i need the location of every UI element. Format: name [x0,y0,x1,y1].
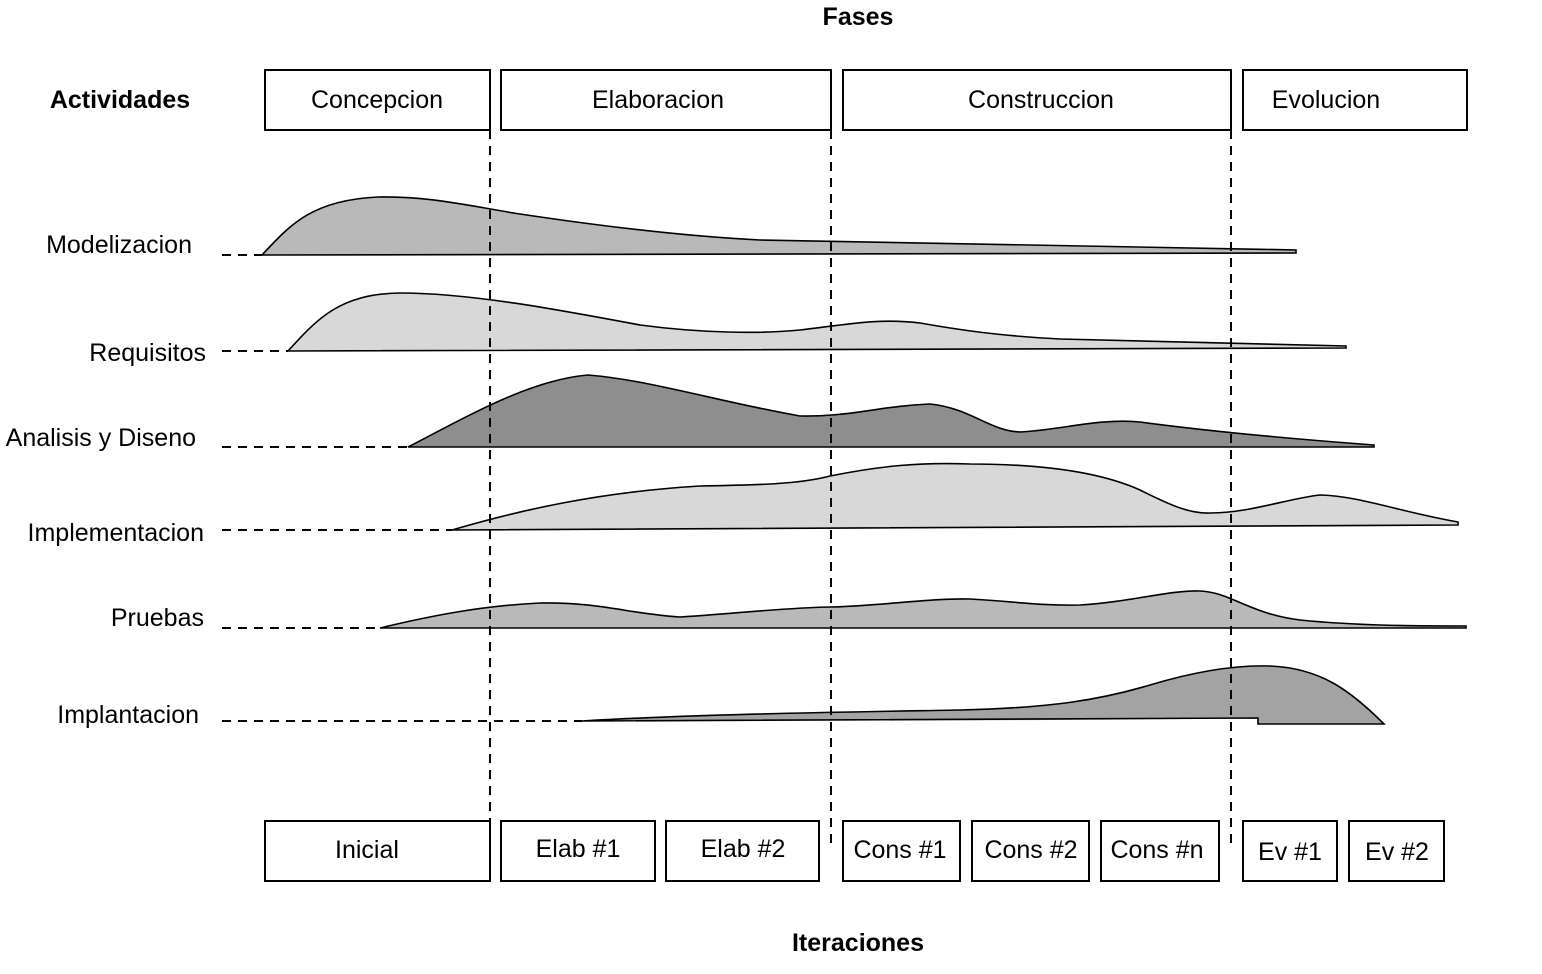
phase-box-concepcion: Concepcion [264,69,491,131]
phase-label: Construccion [968,86,1114,114]
iteration-box-ev-2: Ev #2 [1348,820,1445,882]
phase-label: Evolucion [1272,86,1380,114]
iteration-box-cons-n: Cons #n [1100,820,1220,882]
phase-label: Concepcion [311,86,443,114]
activity-leaders [222,254,582,722]
activity-label-requisitos: Requisitos [89,339,206,367]
hump-pruebas [379,590,1467,629]
phase-box-evolucion: Evolucion [1242,69,1468,131]
activity-labels: Modelizacion Requisitos Analisis y Disen… [6,231,206,729]
hump-requisitos [286,292,1347,352]
activity-label-implementacion: Implementacion [28,519,204,547]
hump-analisis-y-diseno [407,374,1375,448]
phases-title: Fases [823,3,894,31]
iteration-label: Inicial [335,836,399,864]
activity-label-implantacion: Implantacion [57,701,199,729]
iteration-label: Cons #1 [853,836,946,864]
activity-label-analisis-y-diseno: Analisis y Diseno [6,424,196,452]
iteration-box-elab-2: Elab #2 [665,820,820,882]
iteration-label: Ev #1 [1258,838,1322,866]
activity-label-modelizacion: Modelizacion [46,231,192,259]
iteration-box-inicial: Inicial [264,820,491,882]
phase-box-construccion: Construccion [842,69,1232,131]
hump-implementacion [451,462,1459,531]
phase-label: Elaboracion [592,86,724,114]
iteration-box-cons-1: Cons #1 [842,820,961,882]
hump-implantacion [581,665,1386,725]
activities-header: Actividades [50,86,190,114]
iteration-label: Elab #1 [536,835,621,863]
phase-row: Concepcion Elaboracion Construccion Evol… [264,69,1468,131]
phase-dividers [489,130,1232,848]
iterations-title: Iteraciones [792,929,924,957]
iteration-row: Inicial Elab #1 Elab #2 Cons #1 Cons #2 … [264,820,1445,882]
iteration-box-cons-2: Cons #2 [971,820,1090,882]
iteration-label: Cons #n [1110,836,1203,864]
iteration-box-elab-1: Elab #1 [500,820,656,882]
activity-label-pruebas: Pruebas [111,604,204,632]
iteration-box-ev-1: Ev #1 [1242,820,1338,882]
phase-box-elaboracion: Elaboracion [500,69,832,131]
iteration-label: Elab #2 [701,835,786,863]
hump-modelizacion [260,196,1297,256]
iteration-label: Ev #2 [1365,838,1429,866]
activity-humps [260,196,1467,725]
iteration-label: Cons #2 [984,836,1077,864]
